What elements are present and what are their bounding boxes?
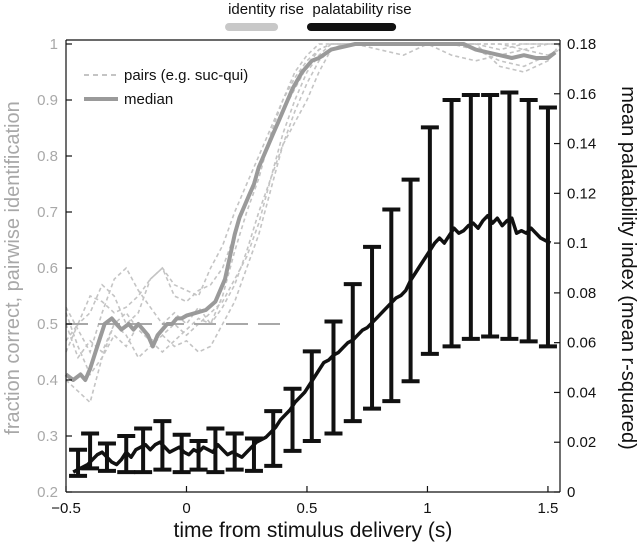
error-bar-13	[283, 386, 302, 453]
right-y-tick-label-8: 0.16	[567, 86, 596, 103]
x-tick-label-1: 0	[182, 500, 190, 517]
pair-line-2	[65, 43, 560, 342]
error-bar-25	[519, 98, 538, 344]
left-y-tick-label-2: 0.4	[37, 372, 58, 389]
left-y-axis-title: fraction correct, pairwise identificatio…	[2, 101, 24, 434]
left-y-tick-label-0: 0.2	[37, 484, 58, 501]
right-y-axis-ticks: 0 0.02 0.04 0.06 0.08 0.1 0.12 0.14 0.16 0.18	[554, 36, 596, 501]
legend-median-label: median	[124, 91, 173, 108]
error-bar-16	[343, 282, 362, 424]
error-bar-12	[264, 409, 283, 468]
error-bar-15	[324, 319, 343, 436]
error-bar-14	[302, 349, 321, 443]
palatability-rise-label: palatability rise	[312, 1, 411, 18]
error-bar-21	[442, 98, 461, 349]
rise-bars: identity rise palatability rise	[225, 1, 412, 31]
pair-line-3	[65, 43, 560, 377]
error-bar-8	[189, 438, 208, 472]
error-bar-7	[172, 432, 191, 475]
error-bar-26	[538, 105, 557, 349]
right-y-tick-label-2: 0.04	[567, 384, 596, 401]
palatability-error-bars	[69, 90, 557, 478]
right-y-tick-label-0: 0	[567, 484, 575, 501]
error-bar-20	[420, 125, 439, 356]
median-line	[64, 42, 557, 382]
right-y-tick-label-3: 0.06	[567, 335, 596, 352]
right-y-tick-label-6: 0.12	[567, 185, 596, 202]
palatability-rise-bar	[306, 23, 397, 31]
error-bar-1	[69, 447, 88, 478]
left-y-tick-label-6: 0.8	[37, 148, 58, 165]
x-axis-title: time from stimulus delivery (s)	[174, 519, 453, 542]
right-y-tick-label-1: 0.02	[567, 434, 596, 451]
left-y-tick-label-8: 1	[50, 36, 58, 53]
axes-frame	[65, 39, 561, 493]
legend: pairs (e.g. suc-qui) median	[84, 67, 248, 108]
right-y-tick-label-7: 0.14	[567, 136, 596, 153]
error-bar-18	[382, 207, 401, 404]
x-tick-label-2: 0.5	[297, 500, 318, 517]
identity-rise-label: identity rise	[228, 1, 304, 18]
x-axis-ticks: −0.5 0 0.5 1 1.5	[51, 486, 558, 517]
left-y-axis-ticks: 0.2 0.3 0.4 0.5 0.6 0.7 0.8 0.9 1	[37, 36, 72, 501]
right-y-tick-label-9: 0.18	[567, 36, 596, 53]
pair-line-6	[65, 43, 560, 404]
right-y-tick-label-5: 0.1	[567, 235, 588, 252]
error-bar-22	[461, 93, 480, 341]
error-bar-24	[500, 90, 519, 341]
left-y-tick-label-4: 0.6	[37, 260, 58, 277]
identity-rise-bar	[225, 23, 279, 31]
left-y-tick-label-7: 0.9	[37, 92, 58, 109]
left-y-tick-label-1: 0.3	[37, 428, 58, 445]
x-tick-label-3: 1	[423, 500, 431, 517]
error-bar-23	[481, 93, 500, 339]
x-tick-label-0: −0.5	[51, 500, 81, 517]
right-y-axis-title: mean palatability index (mean r-squared)	[617, 86, 639, 450]
left-y-tick-label-3: 0.5	[37, 316, 58, 333]
error-bar-17	[363, 244, 382, 411]
palatability-line	[72, 213, 552, 474]
error-bar-5	[134, 426, 153, 475]
right-y-tick-label-4: 0.08	[567, 285, 596, 302]
left-y-tick-label-5: 0.7	[37, 204, 58, 221]
legend-pairs-label: pairs (e.g. suc-qui)	[124, 67, 248, 84]
x-tick-label-4: 1.5	[538, 500, 559, 517]
